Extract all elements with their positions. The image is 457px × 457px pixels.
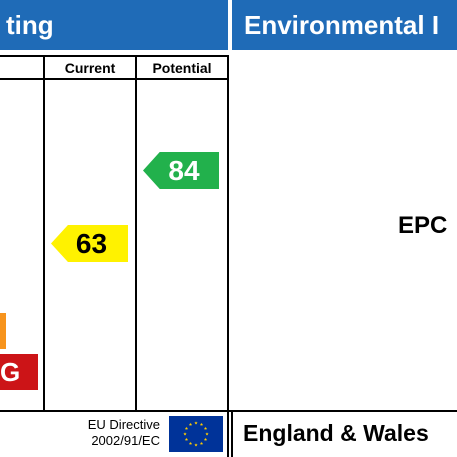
environmental-impact-title: Environmental I — [232, 0, 457, 50]
current-rating-arrow: 63 — [51, 225, 128, 262]
rating-band-f — [0, 313, 6, 349]
eu-flag-star — [188, 441, 193, 445]
table-top-border — [0, 55, 229, 57]
table-right-border — [227, 55, 229, 457]
eu-flag-star — [199, 441, 204, 445]
eu-flag-star — [203, 437, 208, 441]
eu-flag-star — [194, 443, 198, 447]
potential-column-divider — [135, 55, 137, 412]
header-row-border — [0, 78, 229, 80]
eu-flag-star — [199, 422, 204, 426]
potential-column-header: Potential — [152, 60, 212, 76]
eu-flag-star — [194, 421, 198, 425]
eu-flag-icon — [169, 416, 223, 452]
potential-rating-value: 84 — [168, 154, 200, 186]
current-column-header: Current — [64, 60, 116, 76]
eu-flag-star — [205, 432, 209, 436]
eu-directive-line1: EU Directive — [87, 417, 160, 432]
eu-flag-star — [184, 437, 189, 441]
footer-divider — [227, 410, 457, 412]
rating-band-g: G — [0, 354, 38, 390]
right-footer-left-border — [231, 412, 233, 457]
england-wales-label: England & Wales — [243, 420, 429, 446]
epc-label: EPC — [398, 212, 448, 239]
eu-flag-star — [188, 422, 193, 426]
energy-rating-title: ting — [0, 0, 228, 50]
current-column-divider — [43, 55, 45, 412]
eu-flag-star — [184, 426, 189, 430]
table-bottom-border — [0, 410, 229, 412]
eu-flag-star — [203, 426, 208, 430]
eu-directive-text: EU Directive 2002/91/EC — [44, 417, 160, 449]
potential-rating-arrow: 84 — [143, 152, 219, 189]
rating-band-g-letter: G — [0, 357, 21, 387]
current-rating-value: 63 — [75, 227, 108, 259]
eu-flag-star — [183, 432, 187, 436]
eu-directive-line2: 2002/91/EC — [91, 433, 160, 448]
